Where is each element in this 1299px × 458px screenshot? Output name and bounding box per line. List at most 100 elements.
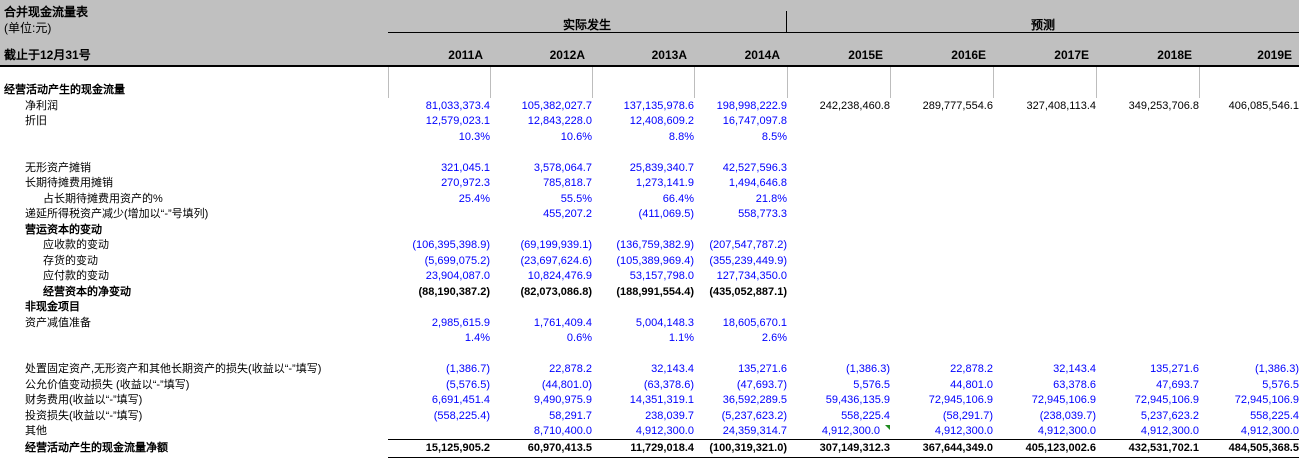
cell[interactable]: 47,693.7 [1156,378,1199,391]
cell[interactable] [490,222,592,238]
row-label[interactable]: 公允价值变动损失 (收益以“-”填写) [25,378,190,391]
cell[interactable]: 3,578,064.7 [533,161,592,174]
cell[interactable]: 12,579,023.1 [425,115,490,128]
cell[interactable] [787,284,890,300]
cell[interactable]: 60,970,413.5 [490,438,592,458]
cell[interactable] [1198,67,1299,83]
cell[interactable] [1096,222,1199,238]
cell[interactable] [388,207,490,223]
cell[interactable] [1096,238,1199,254]
row-label[interactable] [0,346,388,362]
cell[interactable]: 25,839,340.7 [629,161,694,174]
cell[interactable] [694,145,787,161]
cell[interactable]: 25.4% [458,192,490,205]
cell[interactable] [1096,346,1199,362]
cell[interactable] [1096,176,1199,192]
cell[interactable]: 198,998,222.9 [716,99,787,112]
cell[interactable] [889,67,993,83]
cell[interactable]: 137,135,978.6 [623,99,694,112]
cell[interactable] [1096,145,1199,161]
cell[interactable]: 32,143.4 [651,363,694,376]
cell[interactable]: 367,644,349.0 [890,438,993,458]
cell[interactable] [787,315,890,331]
cell[interactable]: (58,291.7) [942,409,993,422]
cell[interactable] [1199,315,1299,331]
cell[interactable]: (1,386.3) [1254,363,1299,376]
cell[interactable] [387,82,490,98]
cell[interactable] [890,145,993,161]
column-header-2019E[interactable]: 2019E [1257,48,1292,62]
cell[interactable] [787,222,890,238]
cell[interactable] [592,145,694,161]
cell[interactable]: (207,547,787.2) [709,239,787,252]
column-header-2011A[interactable]: 2011A [448,48,483,62]
cell[interactable]: 558,225.4 [1250,409,1299,422]
row-label[interactable]: 营运资本的变动 [25,223,102,236]
cell[interactable]: 55.5% [560,192,592,205]
cell[interactable] [1096,114,1199,130]
cell[interactable] [993,222,1096,238]
cell[interactable]: 14,351,319.1 [629,394,694,407]
row-label[interactable]: 经营资本的净变动 [43,285,131,298]
cell[interactable] [890,253,993,269]
row-label[interactable]: 占长期待摊费用资产的% [43,192,163,205]
cell[interactable]: 270,972.3 [441,177,490,190]
cell[interactable] [694,222,787,238]
cell[interactable] [1199,346,1299,362]
column-header-2015E[interactable]: 2015E [848,48,883,62]
cell[interactable] [787,300,890,316]
cell[interactable] [387,67,490,83]
cell[interactable] [786,67,890,83]
cell[interactable] [1096,331,1199,347]
cell[interactable] [694,300,787,316]
cell[interactable]: 127,734,350.0 [716,270,787,283]
cell[interactable] [890,284,993,300]
cell[interactable]: 59,436,135.9 [825,394,890,407]
cell[interactable] [1199,284,1299,300]
cell[interactable] [992,67,1096,83]
cell[interactable] [993,331,1096,347]
cell[interactable] [787,176,890,192]
cell[interactable]: 405,123,002.6 [993,438,1096,458]
cell[interactable] [992,82,1096,98]
cell[interactable]: 5,576.5 [853,378,890,391]
cell[interactable]: 58,291.7 [549,409,592,422]
cell[interactable] [993,284,1096,300]
cell[interactable] [993,269,1096,285]
cell[interactable] [890,191,993,207]
cell[interactable]: 349,253,706.8 [1128,99,1199,112]
cell[interactable] [1199,331,1299,347]
row-label[interactable]: 折旧 [25,115,47,128]
cell[interactable]: (63,378.6) [643,378,694,391]
cell[interactable] [993,238,1096,254]
cell[interactable]: 307,149,312.3 [787,438,890,458]
cell[interactable]: 4,912,300.0 [787,424,890,440]
cell[interactable] [592,300,694,316]
cell[interactable]: 8.8% [668,130,694,143]
cell[interactable] [890,315,993,331]
row-label[interactable]: 净利润 [25,99,58,112]
cell[interactable]: 12,408,609.2 [629,115,694,128]
cell[interactable]: 10.3% [458,130,490,143]
cell[interactable]: (5,237,623.2) [721,409,787,422]
cell[interactable] [993,176,1096,192]
cell[interactable] [1199,145,1299,161]
cell[interactable]: 484,505,368.5 [1199,438,1299,458]
row-label[interactable]: 经营活动产生的现金流量净额 [25,442,168,455]
cell[interactable] [592,346,694,362]
column-header-2012A[interactable]: 2012A [549,48,585,62]
cell[interactable]: 321,045.1 [441,161,490,174]
cell[interactable] [993,114,1096,130]
row-label[interactable]: 其他 [25,425,47,438]
cell[interactable] [787,253,890,269]
cell[interactable]: 21.8% [755,192,787,205]
cell[interactable] [993,191,1096,207]
cell[interactable] [1096,191,1199,207]
cell[interactable]: (44,801.0) [541,378,592,391]
cell[interactable]: 8,710,400.0 [533,424,592,437]
cell[interactable]: 22,878.2 [950,363,993,376]
cell[interactable] [787,145,890,161]
cell[interactable]: 9,490,975.9 [533,394,592,407]
cell[interactable]: (558,225.4) [433,409,490,422]
cell[interactable] [890,346,993,362]
